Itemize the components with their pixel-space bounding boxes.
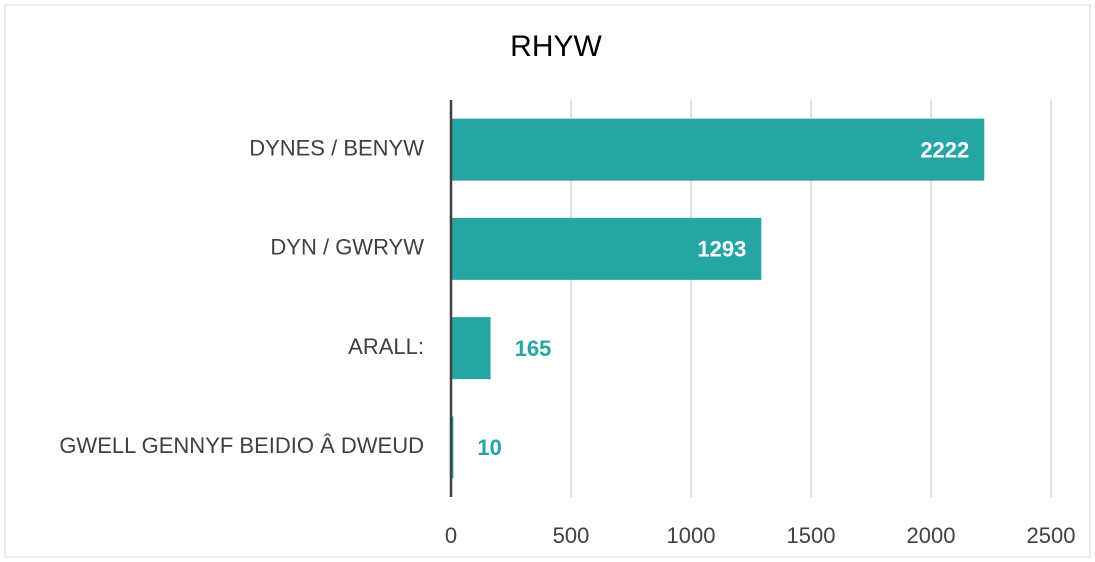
chart-frame [4, 4, 1091, 558]
y-tick-label: GWELL GENNYF BEIDIO Â DWEUD [59, 433, 424, 458]
bar [451, 217, 762, 280]
data-label: 2222 [920, 137, 969, 162]
y-tick-label: DYNES / BENYW [249, 135, 424, 160]
x-tick-label: 500 [553, 523, 590, 548]
data-label: 1293 [697, 237, 746, 262]
y-tick-label: ARALL: [348, 334, 424, 359]
x-tick-label: 2000 [907, 523, 956, 548]
data-label: 165 [515, 336, 552, 361]
data-label: 10 [477, 435, 501, 460]
x-tick-label: 2500 [1027, 523, 1076, 548]
x-tick-label: 0 [445, 523, 457, 548]
chart-title: RHYW [510, 30, 602, 63]
y-tick-label: DYN / GWRYW [270, 235, 424, 260]
x-tick-label: 1000 [667, 523, 716, 548]
bar [451, 118, 985, 181]
bar [451, 317, 491, 380]
x-tick-label: 1500 [787, 523, 836, 548]
